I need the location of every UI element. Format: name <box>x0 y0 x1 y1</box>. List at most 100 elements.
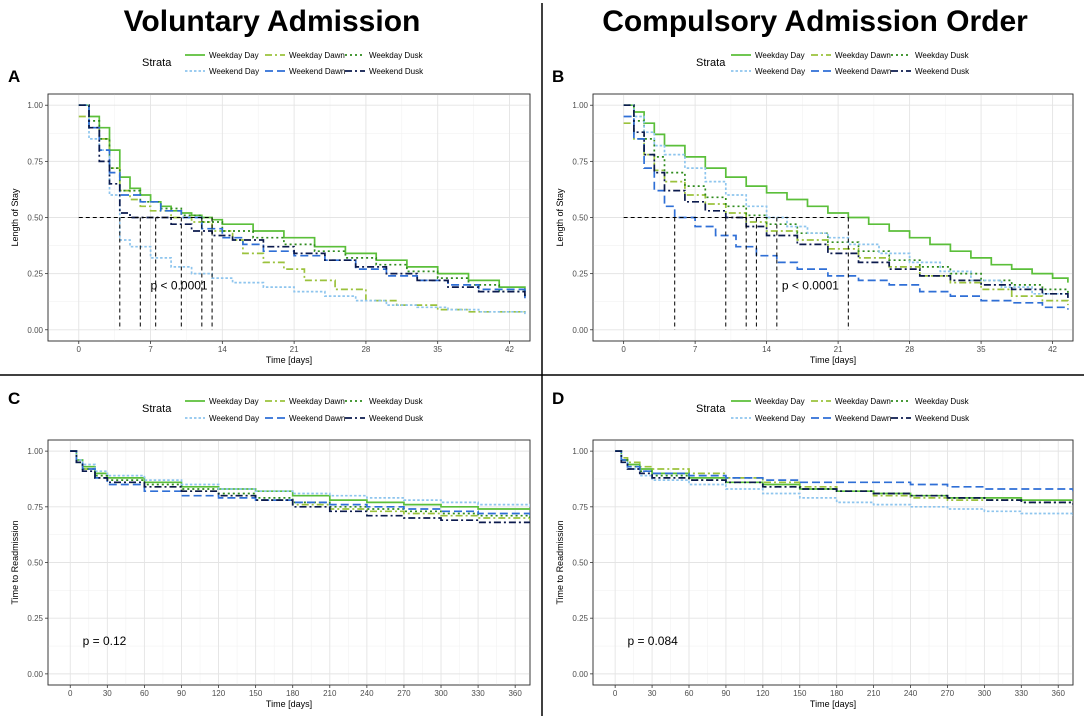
x-tick-label: 360 <box>508 689 522 698</box>
legend-label-weekday-dawn: Weekday Dawn <box>289 397 345 406</box>
x-tick-label: 240 <box>360 689 374 698</box>
legend-label-weekday-day: Weekday Day <box>209 51 259 60</box>
x-tick-label: 240 <box>904 689 918 698</box>
y-axis-title: Length of Stay <box>10 188 20 247</box>
panel-letter-c: C <box>8 389 20 408</box>
series-weekend-day <box>78 104 526 315</box>
p-value-label: p < 0.0001 <box>151 278 208 292</box>
panel-b: B Strata Weekday Day Weekday Dawn Weekday Du… <box>552 51 1074 365</box>
x-tick-label: 7 <box>148 345 153 354</box>
x-tick-label: 120 <box>212 689 226 698</box>
y-tick-label: 0.25 <box>27 614 43 623</box>
y-tick-label: 0.75 <box>572 503 588 512</box>
series-weekend-dawn <box>615 450 1073 492</box>
panel-letter-a: A <box>8 67 20 86</box>
x-tick-label: 0 <box>77 345 82 354</box>
x-tick-label: 90 <box>177 689 186 698</box>
x-tick-label: 180 <box>830 689 844 698</box>
legend-label-weekend-day: Weekend Day <box>755 67 805 76</box>
legend-label-weekday-dusk: Weekday Dusk <box>915 397 970 406</box>
column-title-voluntary: Voluntary Admission <box>124 5 421 38</box>
panel-letter-d: D <box>552 389 564 408</box>
legend-title: Strata <box>696 57 726 69</box>
plot-border <box>592 439 1074 686</box>
series-weekend-dusk <box>623 104 1069 299</box>
legend-label-weekend-day: Weekend Day <box>209 414 259 423</box>
x-tick-label: 270 <box>397 689 411 698</box>
legend-label-weekday-dusk: Weekday Dusk <box>369 51 424 60</box>
legend-label-weekend-dusk: Weekend Dusk <box>915 414 970 423</box>
series-weekend-day <box>623 104 1069 299</box>
legend-label-weekend-dusk: Weekend Dusk <box>369 67 424 76</box>
series-weekday-dawn <box>623 122 1069 306</box>
panel-a: A Strata Weekday Day Weekday Dawn Weekday Du… <box>8 51 531 365</box>
x-axis-title: Time [days] <box>266 355 312 365</box>
x-tick-label: 21 <box>834 345 843 354</box>
y-tick-label: 0.00 <box>27 670 43 679</box>
plot-border <box>47 93 531 342</box>
legend-label-weekend-dusk: Weekend Dusk <box>915 67 970 76</box>
panel-letter-b: B <box>552 67 564 86</box>
x-tick-label: 35 <box>433 345 442 354</box>
x-tick-label: 330 <box>471 689 485 698</box>
x-tick-label: 0 <box>621 345 626 354</box>
x-tick-label: 14 <box>218 345 227 354</box>
y-axis-title: Length of Stay <box>555 188 565 247</box>
x-tick-label: 120 <box>756 689 770 698</box>
x-tick-label: 360 <box>1052 689 1066 698</box>
legend-label-weekday-dusk: Weekday Dusk <box>369 397 424 406</box>
x-axis-title: Time [days] <box>810 699 856 709</box>
legend-label-weekday-day: Weekday Day <box>755 51 805 60</box>
y-axis-title: Time to Readmission <box>10 520 20 604</box>
y-tick-label: 0.75 <box>27 157 43 166</box>
x-tick-label: 150 <box>793 689 807 698</box>
y-tick-label: 0.50 <box>27 214 43 223</box>
p-value-label: p < 0.0001 <box>782 278 839 292</box>
y-tick-label: 0.50 <box>572 214 588 223</box>
legend-label-weekday-dawn: Weekday Dawn <box>835 397 891 406</box>
x-tick-label: 30 <box>103 689 112 698</box>
y-tick-label: 0.75 <box>27 503 43 512</box>
x-tick-label: 30 <box>648 689 657 698</box>
panel-c: C Strata Weekday Day Weekday Dawn Weekday Du… <box>8 389 531 709</box>
x-tick-label: 270 <box>941 689 955 698</box>
legend-label-weekend-day: Weekend Day <box>209 67 259 76</box>
x-tick-label: 300 <box>978 689 992 698</box>
y-tick-label: 1.00 <box>572 447 588 456</box>
x-tick-label: 0 <box>68 689 73 698</box>
x-axis-title: Time [days] <box>810 355 856 365</box>
x-axis-title: Time [days] <box>266 699 312 709</box>
panel-d: D Strata Weekday Day Weekday Dawn Weekday Du… <box>552 389 1074 709</box>
x-tick-label: 210 <box>323 689 337 698</box>
x-tick-label: 150 <box>249 689 263 698</box>
x-tick-label: 28 <box>361 345 370 354</box>
x-tick-label: 90 <box>721 689 730 698</box>
x-tick-label: 21 <box>290 345 299 354</box>
series-group <box>615 450 1073 516</box>
legend-label-weekday-day: Weekday Day <box>755 397 805 406</box>
series-weekend-dawn <box>70 450 530 516</box>
legend-label-weekend-dawn: Weekend Dawn <box>835 414 891 423</box>
legend-label-weekend-day: Weekend Day <box>755 414 805 423</box>
y-tick-label: 0.50 <box>27 559 43 568</box>
x-tick-label: 42 <box>505 345 514 354</box>
y-tick-label: 0.50 <box>572 559 588 568</box>
series-weekday-dawn <box>78 115 526 315</box>
x-tick-label: 300 <box>434 689 448 698</box>
series-weekend-day <box>70 450 530 507</box>
legend-title: Strata <box>142 57 172 69</box>
column-title-compulsory: Compulsory Admission Order <box>602 5 1028 38</box>
y-tick-label: 0.00 <box>572 326 588 335</box>
legend-label-weekday-day: Weekday Day <box>209 397 259 406</box>
legend-label-weekday-dawn: Weekday Dawn <box>289 51 345 60</box>
y-tick-label: 1.00 <box>27 101 43 110</box>
series-group <box>70 450 530 524</box>
y-tick-label: 0.25 <box>572 270 588 279</box>
x-tick-label: 180 <box>286 689 300 698</box>
y-tick-label: 1.00 <box>572 101 588 110</box>
legend-label-weekday-dawn: Weekday Dawn <box>835 51 891 60</box>
series-weekend-dawn <box>623 115 1069 310</box>
series-weekday-dusk <box>70 450 530 518</box>
y-tick-label: 0.75 <box>572 157 588 166</box>
x-tick-label: 60 <box>685 689 694 698</box>
